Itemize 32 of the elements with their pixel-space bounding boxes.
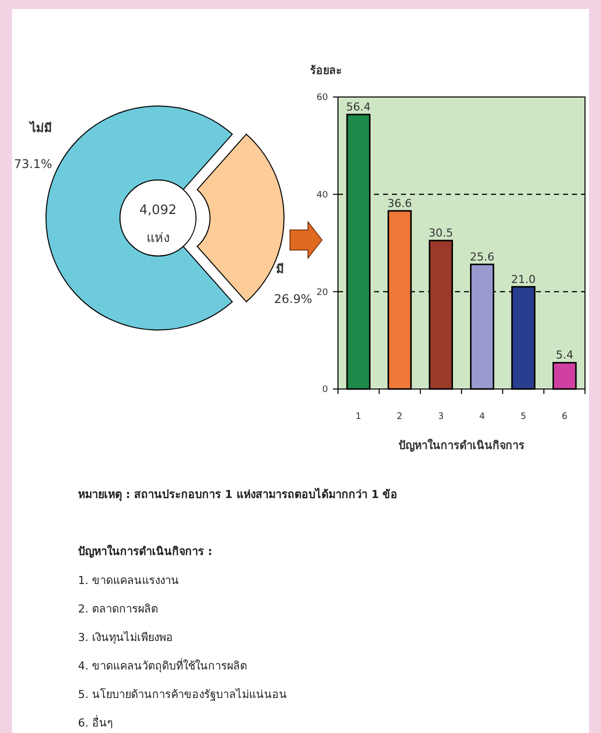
x-tick-label: 2 xyxy=(396,412,403,422)
y-axis-title: ร้อยละ xyxy=(310,64,342,77)
slice-label: มี xyxy=(276,262,284,276)
x-tick-label: 3 xyxy=(438,412,444,422)
data-label: 26.9% xyxy=(274,292,312,306)
slice-label: ไม่มี xyxy=(28,120,52,135)
y-tick-label: 40 xyxy=(316,190,328,200)
y-tick-label: 0 xyxy=(322,385,328,396)
x-tick-label: 1 xyxy=(356,412,362,422)
text: แห่ง xyxy=(146,231,170,246)
data-label: 36.6 xyxy=(387,196,412,210)
text: 6. อื่นๆ xyxy=(78,714,113,730)
data-label: 30.5 xyxy=(428,226,454,240)
text: 5. นโยบายด้านการค้าของรัฐบาลไม่แน่นอน xyxy=(78,687,287,701)
data-label: 21.0 xyxy=(511,272,536,286)
x-tick-label: 5 xyxy=(520,412,526,422)
text: 4. ขาดแคลนวัตถุดิบที่ใช้ในการผลิต xyxy=(78,658,247,672)
x-axis-title: ปัญหาในการดำเนินกิจการ xyxy=(398,438,524,452)
x-tick-label: 6 xyxy=(562,412,568,422)
data-label: 56.4 xyxy=(346,100,371,114)
data-label: 25.6 xyxy=(470,250,494,264)
text: 2. ตลาดการผลิต xyxy=(78,602,158,616)
text: ปัญหาในการดำเนินกิจการ : xyxy=(78,544,212,558)
y-tick-label: 20 xyxy=(316,288,328,298)
text: 3. เงินทุนไม่เพียงพอ xyxy=(78,631,173,644)
text: 4,092 xyxy=(139,203,177,218)
text: 1. ขาดแคลนแรงงาน xyxy=(78,574,179,587)
y-tick-label: 60 xyxy=(316,93,328,104)
data-label: 5.4 xyxy=(556,348,574,362)
text: หมายเหตุ : สถานประกอบการ 1 แห่งสามารถตอบได้มากกว่า 1 ข้อ xyxy=(78,487,398,502)
data-label: 73.1% xyxy=(14,157,52,171)
x-tick-label: 4 xyxy=(479,412,486,422)
